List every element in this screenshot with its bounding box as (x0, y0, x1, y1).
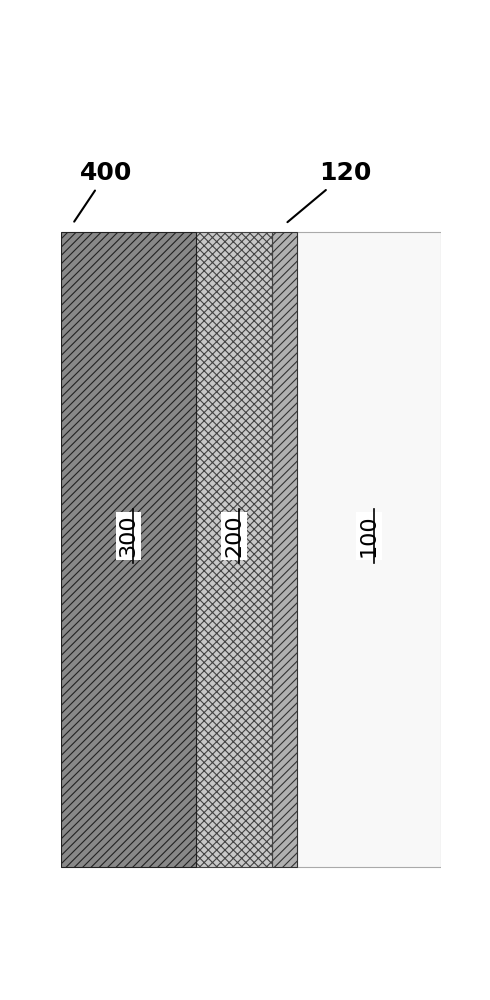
Bar (61, 232, 196, 867)
Text: 300: 300 (119, 514, 139, 557)
Bar (196, 232, 272, 867)
Bar (272, 232, 297, 867)
Text: 200: 200 (224, 514, 244, 557)
Text: 100: 100 (359, 514, 379, 557)
Bar (297, 232, 441, 867)
Text: 400: 400 (74, 161, 133, 222)
Text: 120: 120 (288, 161, 372, 222)
